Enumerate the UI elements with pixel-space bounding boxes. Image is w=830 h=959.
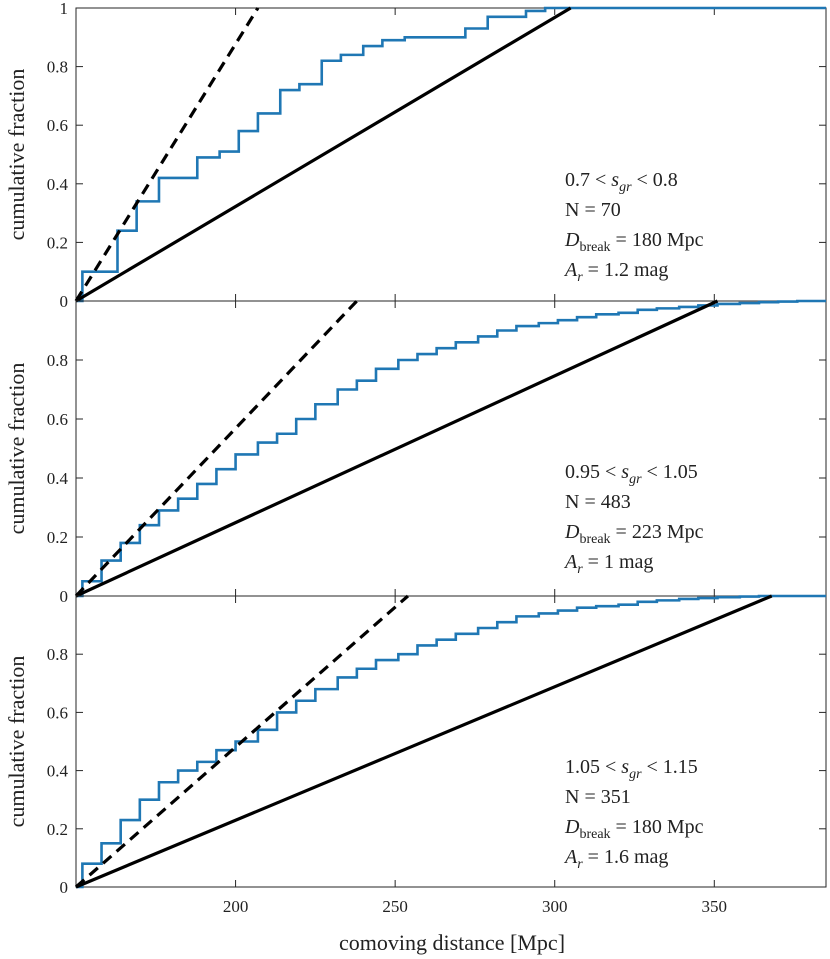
solid-reference-line <box>75 6 572 303</box>
y-tick-label: 0.2 <box>47 528 68 547</box>
y-tick-label: 0.6 <box>47 410 68 429</box>
axes-frame <box>75 7 827 302</box>
y-tick-label: 1 <box>60 0 69 18</box>
axes-frame <box>75 595 827 888</box>
x-tick-label: 250 <box>382 897 408 916</box>
y-tick-label: 0.4 <box>47 762 69 781</box>
dashed-reference-line <box>74 594 409 889</box>
panel-3: 0 0.2 0.4 0.6 0.8 200 250 300 350 cumulative frac… <box>4 594 827 916</box>
y-tick-label: 0.2 <box>47 233 68 252</box>
annotation-color-range: 1.05 < sgr < 1.15 <box>565 756 698 782</box>
y-axis-label: cumulative fraction <box>4 363 29 535</box>
y-tick-label: 0 <box>60 878 69 897</box>
y-tick-label: 0.2 <box>47 820 68 839</box>
annotation-count: N = 483 <box>565 491 631 513</box>
y-tick-label: 0.4 <box>47 175 69 194</box>
cdf-step-line <box>76 299 826 598</box>
annotation-extinction: Ar = 1 mag <box>563 551 653 577</box>
x-axis-label: comoving distance [Mpc] <box>339 930 565 955</box>
annotation-extinction: Ar = 1.6 mag <box>563 846 668 872</box>
y-axis-label: cumulative fraction <box>4 656 29 828</box>
y-tick-label: 0.6 <box>47 116 68 135</box>
solid-reference-line <box>75 299 719 598</box>
cdf-step-line <box>76 6 826 303</box>
y-tick-label: 0 <box>60 292 69 311</box>
axes-frame <box>75 300 827 597</box>
dashed-reference-line <box>74 7 260 302</box>
panel-1: 0 0.2 0.4 0.6 0.8 1 cumulative fraction 0.7 < s… <box>4 0 827 311</box>
dashed-reference-line <box>74 299 359 598</box>
y-tick-label: 0.4 <box>47 469 69 488</box>
annotation-break-distance: Dbreak = 180 Mpc <box>564 229 704 255</box>
annotation-extinction: Ar = 1.2 mag <box>563 259 668 285</box>
panel-2: 0 0.2 0.4 0.6 0.8 cumulative fraction 0.95 < s… <box>4 299 827 606</box>
y-tick-label: 0.8 <box>47 351 68 370</box>
solid-reference-line <box>75 594 773 889</box>
cdf-step-line <box>76 594 826 889</box>
y-tick-label: 0 <box>60 587 69 606</box>
x-tick-label: 200 <box>223 897 249 916</box>
annotation-break-distance: Dbreak = 180 Mpc <box>564 816 704 842</box>
y-tick-label: 0.6 <box>47 703 68 722</box>
annotation-break-distance: Dbreak = 223 Mpc <box>564 521 704 547</box>
y-tick-label: 0.8 <box>47 58 68 77</box>
x-tick-label: 350 <box>702 897 728 916</box>
annotation-count: N = 351 <box>565 786 631 808</box>
y-tick-label: 0.8 <box>47 645 68 664</box>
annotation-count: N = 70 <box>565 199 621 221</box>
annotation-color-range: 0.7 < sgr < 0.8 <box>565 169 678 195</box>
x-tick-label: 300 <box>542 897 568 916</box>
panels: 0 0.2 0.4 0.6 0.8 1 cumulative fraction 0.7 < s… <box>4 0 827 916</box>
annotation-color-range: 0.95 < sgr < 1.05 <box>565 461 698 487</box>
y-axis-label: cumulative fraction <box>4 69 29 241</box>
